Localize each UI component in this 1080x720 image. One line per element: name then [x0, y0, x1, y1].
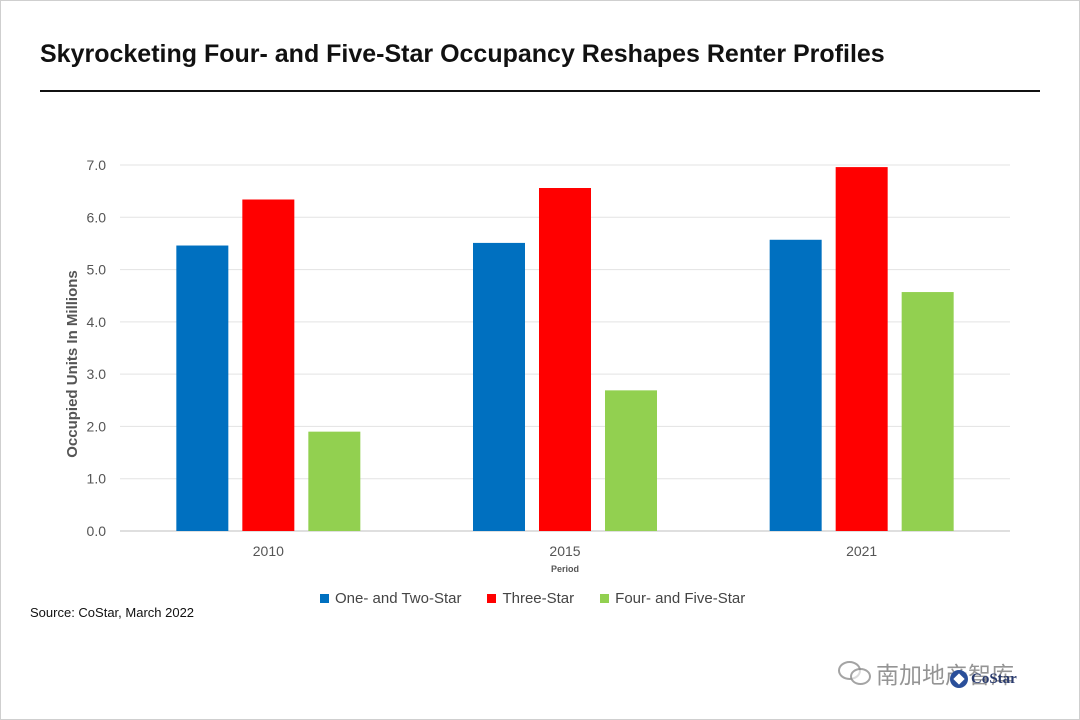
legend-item-three-star: Three-Star	[487, 590, 574, 607]
x-axis-label: Period	[551, 564, 579, 574]
y-axis-label: Occupied Units In Millions	[64, 270, 81, 458]
legend-swatch-four-five-star	[600, 594, 610, 603]
wechat-icon	[838, 659, 872, 687]
costar-logo: CoStar	[950, 670, 1017, 688]
legend-item-four-five-star: Four- and Five-Star	[600, 590, 745, 607]
y-tick-label: 7.0	[87, 157, 107, 173]
bar-one-and-two-star-2015	[473, 242, 525, 532]
legend-label-three-star: Three-Star	[502, 590, 575, 607]
costar-logo-text: CoStar	[971, 670, 1017, 687]
y-tick-label: 2.0	[87, 418, 107, 434]
legend-swatch-one-two-star	[320, 594, 329, 603]
watermark-text: 南加地产智库	[876, 663, 1014, 689]
costar-logo-icon	[950, 670, 968, 688]
y-tick-label: 1.0	[87, 471, 107, 487]
y-tick-label: 3.0	[87, 366, 107, 382]
legend-swatch-three-star	[487, 594, 497, 603]
legend-item-one-two-star: One- and Two-Star	[320, 590, 461, 607]
chart-legend: One- and Two-Star Three-Star Four- and F…	[320, 590, 745, 607]
bar-four-and-five-star-2010	[308, 431, 361, 531]
y-tick-label: 5.0	[87, 262, 107, 278]
bar-three-star-2021	[835, 167, 888, 531]
bar-three-star-2015	[539, 188, 591, 531]
x-tick-label: 2015	[549, 543, 580, 559]
x-tick-label: 2021	[846, 543, 877, 559]
legend-label-four-five-star: Four- and Five-Star	[615, 590, 746, 607]
y-tick-label: 0.0	[87, 523, 107, 539]
bar-four-and-five-star-2021	[901, 292, 954, 531]
bar-one-and-two-star-2010	[176, 245, 229, 531]
source-note: Source: CoStar, March 2022	[30, 605, 195, 620]
y-tick-label: 6.0	[87, 209, 107, 225]
y-tick-label: 4.0	[87, 314, 107, 330]
legend-label-one-two-star: One- and Two-Star	[335, 590, 462, 607]
bar-chart: 0.0 1.0 2.0 3.0 4.0 5.0 6.0 7.0 Occupied Units I…	[64, 157, 1010, 574]
x-tick-label: 2010	[253, 543, 284, 559]
watermark: 南加地产智库	[838, 656, 1014, 690]
bar-one-and-two-star-2021	[769, 239, 822, 532]
title-divider	[40, 90, 1040, 92]
bar-four-and-five-star-2015	[605, 390, 657, 531]
chart-title: Skyrocketing Four- and Five-Star Occupan…	[40, 40, 885, 68]
bar-three-star-2010	[242, 199, 295, 531]
